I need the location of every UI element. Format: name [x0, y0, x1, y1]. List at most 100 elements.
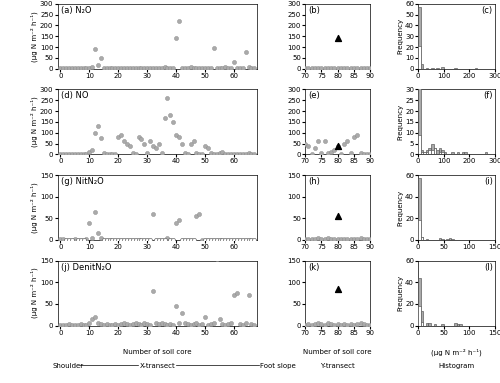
Point	[207, 321, 215, 327]
Point	[62, 322, 70, 328]
Point	[100, 237, 108, 243]
Point	[132, 151, 140, 157]
Point	[82, 151, 90, 157]
Bar	[418, 178, 421, 240]
Point	[112, 65, 120, 72]
Point	[334, 142, 342, 149]
Point	[91, 46, 99, 52]
Point	[210, 45, 218, 51]
Y-axis label: (μg N m⁻² h⁻¹): (μg N m⁻² h⁻¹)	[31, 182, 38, 233]
Point	[227, 65, 235, 71]
Point	[128, 321, 136, 327]
Point	[250, 65, 258, 71]
Point	[74, 65, 82, 71]
Point	[117, 132, 125, 138]
Point	[366, 151, 374, 157]
Point	[198, 321, 206, 327]
Point	[242, 320, 250, 326]
Point	[76, 65, 84, 71]
Point	[97, 135, 105, 141]
Bar	[426, 68, 428, 69]
Point	[82, 322, 90, 328]
Point	[88, 64, 96, 70]
Point	[318, 236, 326, 242]
Point	[330, 147, 338, 153]
Point	[91, 314, 99, 320]
Point	[218, 149, 226, 155]
Point	[91, 129, 99, 136]
Point	[138, 237, 145, 243]
Bar	[474, 68, 477, 69]
Point	[324, 65, 332, 72]
Point	[65, 65, 73, 71]
Bar	[431, 68, 434, 69]
Y-axis label: Frequency: Frequency	[398, 104, 404, 140]
Point	[308, 65, 316, 71]
Bar	[421, 311, 424, 326]
Point	[356, 320, 364, 326]
Point	[143, 237, 151, 243]
Point	[242, 49, 250, 56]
Point	[65, 151, 73, 157]
Point	[224, 65, 232, 71]
Point	[172, 303, 180, 309]
Point	[152, 320, 160, 326]
Point	[337, 65, 345, 72]
Point	[62, 237, 70, 243]
Point	[155, 65, 163, 71]
Point	[56, 151, 64, 157]
Point	[175, 218, 183, 224]
Point	[123, 321, 131, 327]
Point	[230, 151, 238, 157]
Point	[126, 65, 134, 71]
Point	[172, 219, 180, 226]
Point	[190, 237, 198, 243]
Point	[65, 321, 73, 327]
Point	[178, 65, 186, 71]
Point	[117, 65, 125, 71]
Bar	[426, 323, 428, 326]
Point	[178, 309, 186, 316]
Point	[88, 147, 96, 153]
Point	[186, 237, 194, 243]
Point	[102, 151, 110, 157]
Point	[186, 322, 194, 328]
Point	[82, 236, 90, 242]
Point	[248, 321, 256, 327]
Point	[170, 322, 177, 328]
Bar	[454, 323, 456, 326]
Point	[311, 321, 319, 327]
Point	[146, 322, 154, 328]
Point	[120, 138, 128, 144]
Point	[186, 141, 194, 147]
Point	[128, 237, 136, 243]
Point	[207, 237, 215, 243]
Point	[143, 321, 151, 327]
Text: (l): (l)	[484, 263, 492, 272]
Point	[314, 235, 322, 241]
Bar	[428, 150, 431, 154]
Point	[233, 237, 241, 243]
Point	[308, 236, 316, 242]
Point	[196, 322, 203, 328]
Point	[160, 237, 168, 243]
Point	[301, 65, 309, 71]
Bar	[426, 239, 428, 240]
Point	[210, 237, 218, 243]
Point	[86, 65, 94, 71]
Point	[314, 320, 322, 326]
Point	[166, 237, 174, 243]
Bar	[444, 152, 446, 154]
Point	[314, 138, 322, 144]
Point	[308, 151, 316, 157]
Point	[192, 150, 200, 156]
Point	[356, 65, 364, 72]
Point	[152, 237, 160, 243]
Point	[230, 59, 238, 65]
Point	[360, 151, 368, 157]
Point	[236, 237, 244, 243]
Point	[301, 141, 309, 147]
Point	[158, 150, 166, 156]
Point	[140, 65, 148, 71]
Point	[91, 209, 99, 215]
